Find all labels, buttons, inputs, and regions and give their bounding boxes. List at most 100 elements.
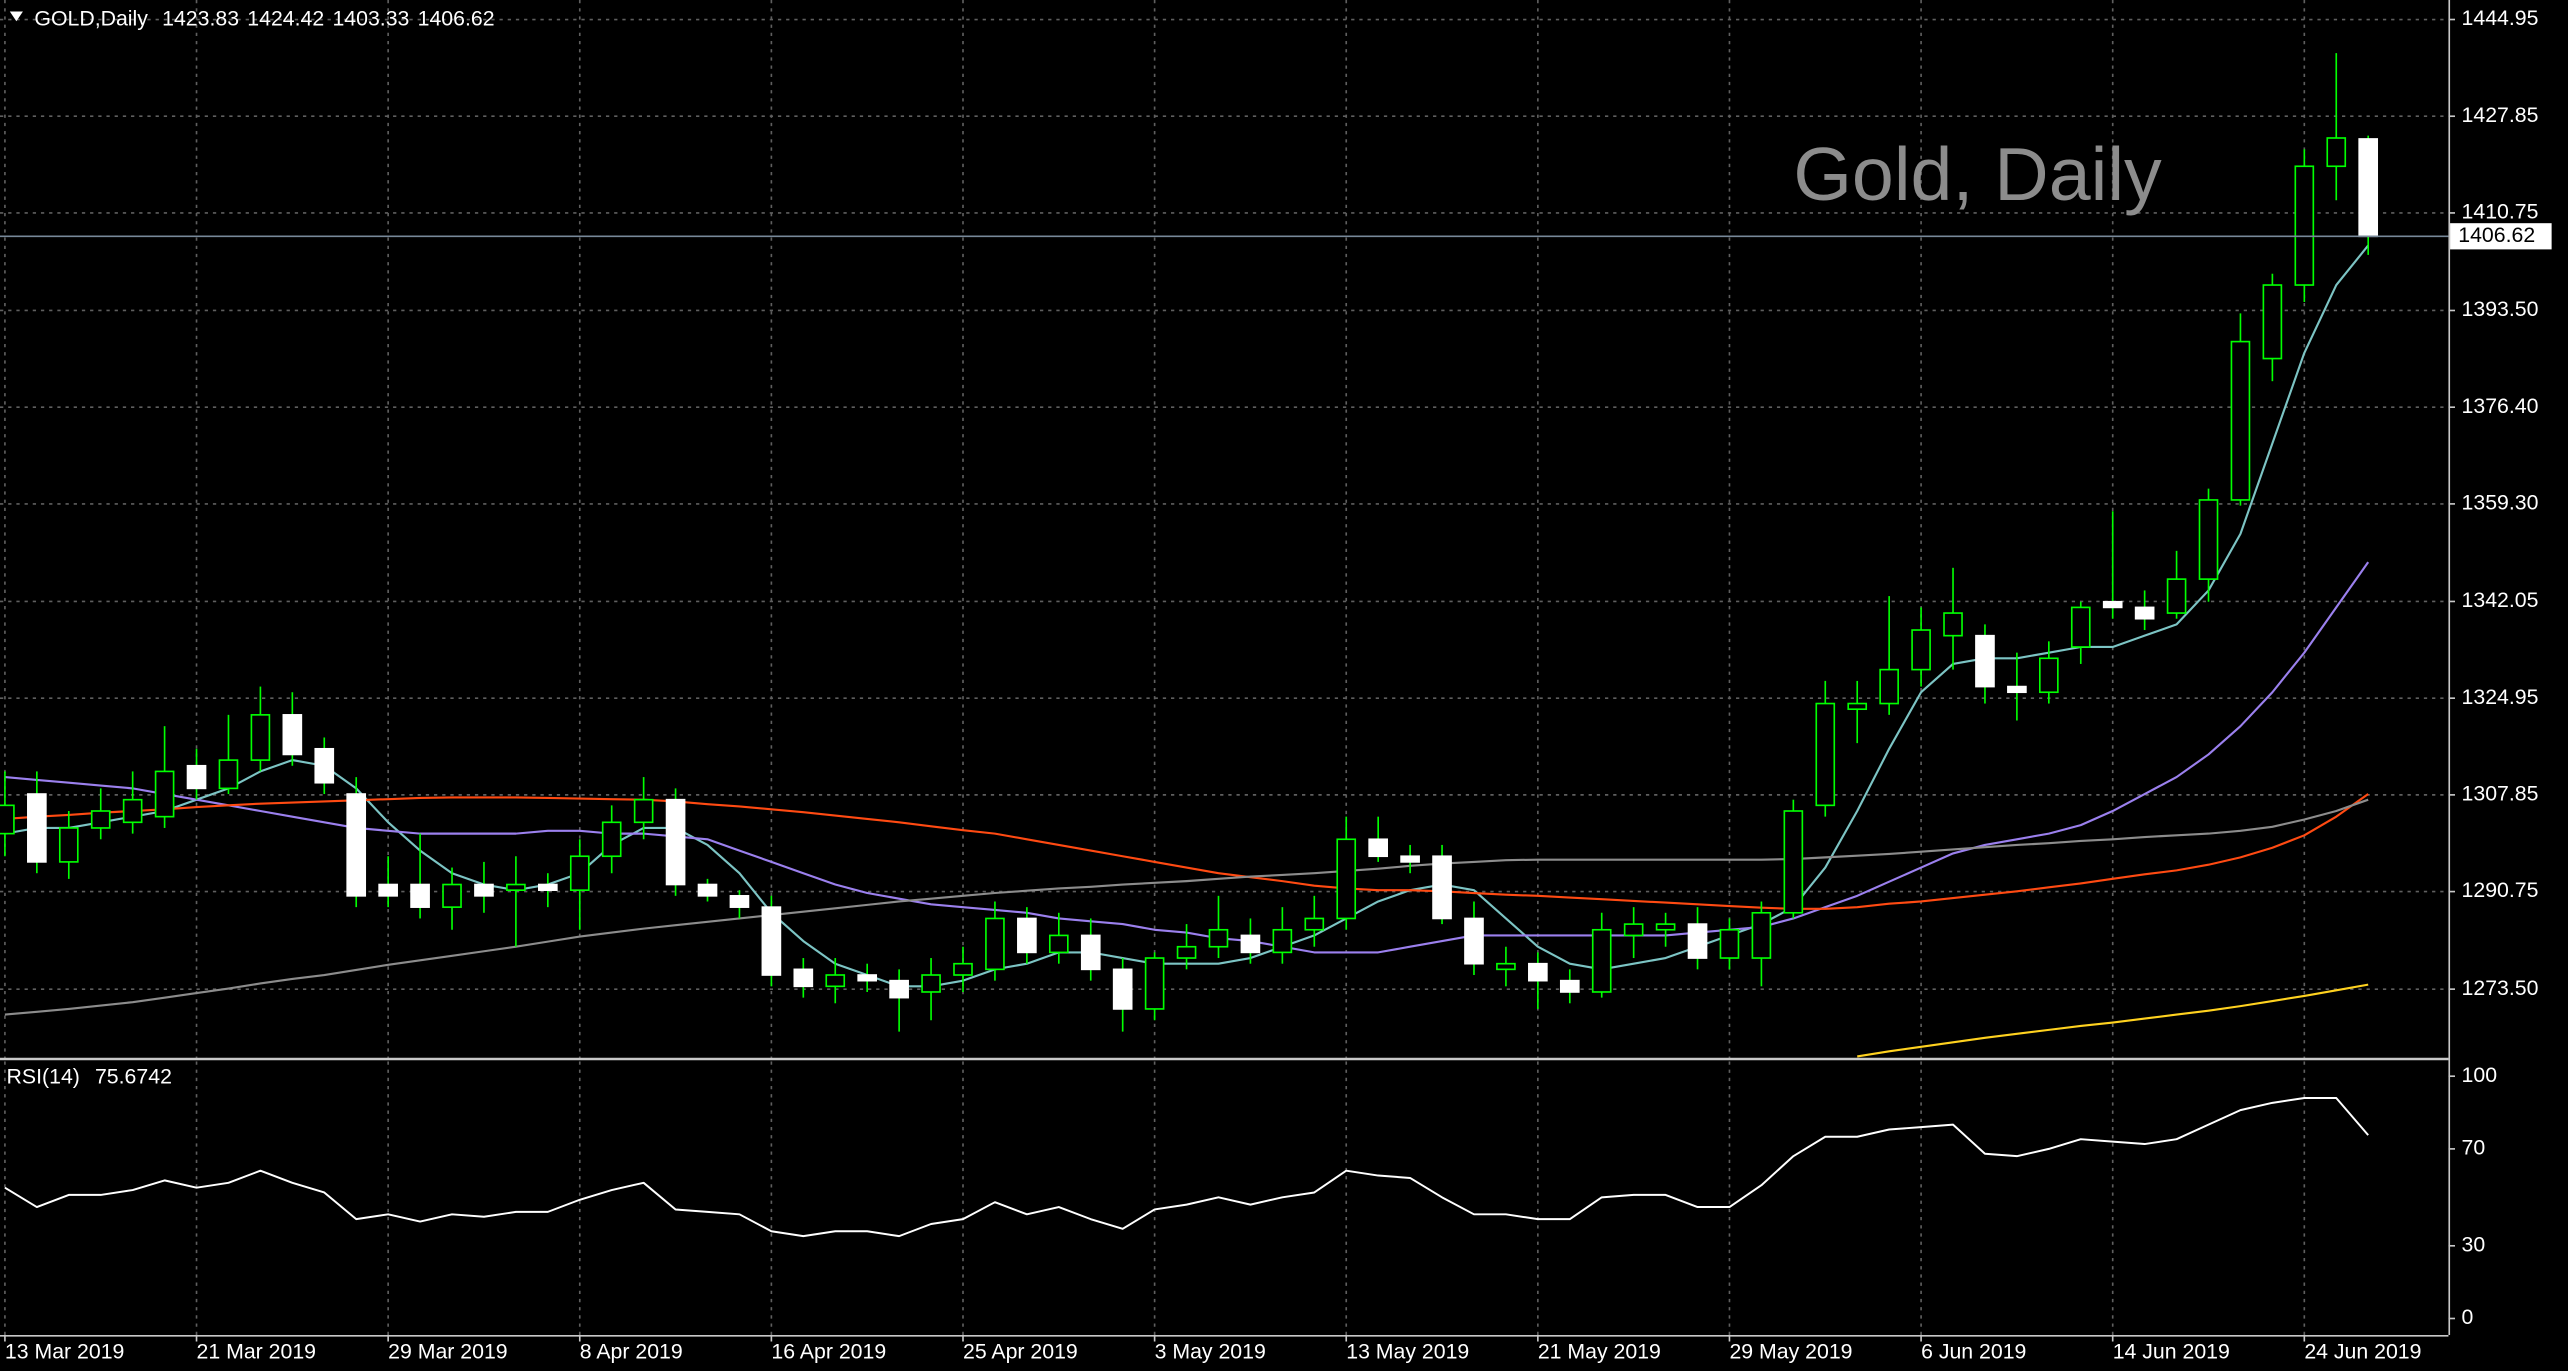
watermark: Gold, Daily xyxy=(1793,132,2162,216)
candle-body xyxy=(1048,934,1069,954)
candle-body xyxy=(186,764,207,790)
candle-body xyxy=(2262,284,2283,360)
candle-body xyxy=(506,883,526,891)
x-tick-label: 21 May 2019 xyxy=(1538,1340,1661,1364)
header-open: 1423.83 xyxy=(162,6,239,30)
candle-body xyxy=(2039,657,2059,694)
candle-body xyxy=(474,883,494,897)
candle-body xyxy=(218,759,239,790)
candle-body xyxy=(2358,138,2379,238)
candle-body xyxy=(2294,165,2315,286)
candle-body xyxy=(1559,979,1580,993)
header-high: 1424.42 xyxy=(247,6,324,30)
candle-body xyxy=(1751,911,1772,959)
candle-body xyxy=(1623,923,1644,937)
candle-body xyxy=(154,770,175,818)
collapse-triangle[interactable] xyxy=(9,11,23,22)
candle-body xyxy=(1144,957,1165,1010)
candle-body xyxy=(538,883,558,891)
candle-body xyxy=(921,974,941,993)
y-tick-label: 0 xyxy=(2462,1305,2474,1329)
candle-body xyxy=(1687,923,1708,959)
candle-body xyxy=(0,804,15,835)
candle-body xyxy=(27,793,47,863)
candle-body xyxy=(378,883,398,897)
candle-body xyxy=(2102,600,2123,609)
candle-body xyxy=(2198,499,2219,580)
candle-body xyxy=(90,810,111,829)
moving-average-line xyxy=(1857,983,2369,1058)
x-tick-label: 3 May 2019 xyxy=(1155,1340,1266,1364)
candle-body xyxy=(825,974,846,988)
candle-body xyxy=(1112,968,1133,1010)
candle-body xyxy=(2134,606,2155,620)
price-label-box xyxy=(2450,223,2552,250)
y-tick-label: 1427.85 xyxy=(2462,103,2539,127)
candle-body xyxy=(410,883,430,908)
moving-average-line xyxy=(4,798,2369,1016)
y-tick-label: 1444.95 xyxy=(2462,6,2539,30)
candle-body xyxy=(58,827,79,863)
candle-body xyxy=(122,798,143,824)
header-close: 1406.62 xyxy=(418,6,495,30)
candle-body xyxy=(1017,917,1037,954)
candle-body xyxy=(2326,137,2347,168)
x-tick-label: 13 Mar 2019 xyxy=(5,1340,124,1364)
candle-body xyxy=(1879,668,1899,705)
candle-body xyxy=(1368,838,1388,858)
y-tick-label: 30 xyxy=(2462,1232,2486,1256)
candle-body xyxy=(1464,917,1484,965)
y-tick-label: 1290.75 xyxy=(2462,878,2539,902)
candle-body xyxy=(953,962,973,976)
y-tick-label: 1376.40 xyxy=(2462,394,2539,418)
x-tick-label: 29 May 2019 xyxy=(1729,1340,1852,1364)
candle-body xyxy=(2166,578,2187,614)
header-low: 1403.33 xyxy=(332,6,409,30)
price-panel xyxy=(0,0,2449,1059)
candle-body xyxy=(1080,934,1101,971)
candle-body xyxy=(1208,928,1229,948)
y-tick-label: 1393.50 xyxy=(2462,297,2539,321)
x-tick-label: 24 Jun 2019 xyxy=(2304,1340,2421,1364)
candle-body xyxy=(2230,340,2251,501)
candle-body xyxy=(1240,934,1261,954)
candle-body xyxy=(793,968,814,988)
y-tick-label: 1410.75 xyxy=(2462,200,2539,224)
candle-body xyxy=(1719,928,1740,959)
candle-body xyxy=(1336,838,1357,920)
x-tick-label: 13 May 2019 xyxy=(1346,1340,1469,1364)
candle-body xyxy=(2070,606,2091,648)
candle-body xyxy=(442,883,462,908)
candle-body xyxy=(1975,634,1995,688)
x-tick-label: 8 Apr 2019 xyxy=(580,1340,683,1364)
candle-body xyxy=(1911,629,1931,671)
candle-body xyxy=(1272,928,1293,954)
candle-body xyxy=(1176,945,1197,959)
candle-body xyxy=(250,714,271,761)
candle-body xyxy=(569,855,590,891)
rsi-panel xyxy=(4,1061,2369,1335)
candle-body xyxy=(633,798,654,824)
x-tick-label: 29 Mar 2019 xyxy=(388,1340,507,1364)
candle-body xyxy=(1591,928,1612,993)
x-tick-label: 14 Jun 2019 xyxy=(2113,1340,2230,1364)
candle-body xyxy=(1432,855,1452,920)
candle-body xyxy=(1304,917,1325,931)
candle-body xyxy=(601,821,622,858)
candle-body xyxy=(665,798,686,886)
x-tick-label: 16 Apr 2019 xyxy=(771,1340,886,1364)
rsi-value: 75.6742 xyxy=(95,1064,172,1088)
candle-body xyxy=(1783,810,1804,914)
candle-body xyxy=(857,974,878,982)
y-tick-label: 70 xyxy=(2462,1136,2486,1160)
moving-average-line xyxy=(4,793,2369,910)
x-tick-label: 25 Apr 2019 xyxy=(963,1340,1078,1364)
candle-body xyxy=(1943,612,1963,637)
candle-body xyxy=(729,895,750,908)
candle-body xyxy=(2007,685,2027,694)
y-tick-label: 1273.50 xyxy=(2462,976,2539,1000)
symbol-title: GOLD,Daily xyxy=(34,6,148,30)
